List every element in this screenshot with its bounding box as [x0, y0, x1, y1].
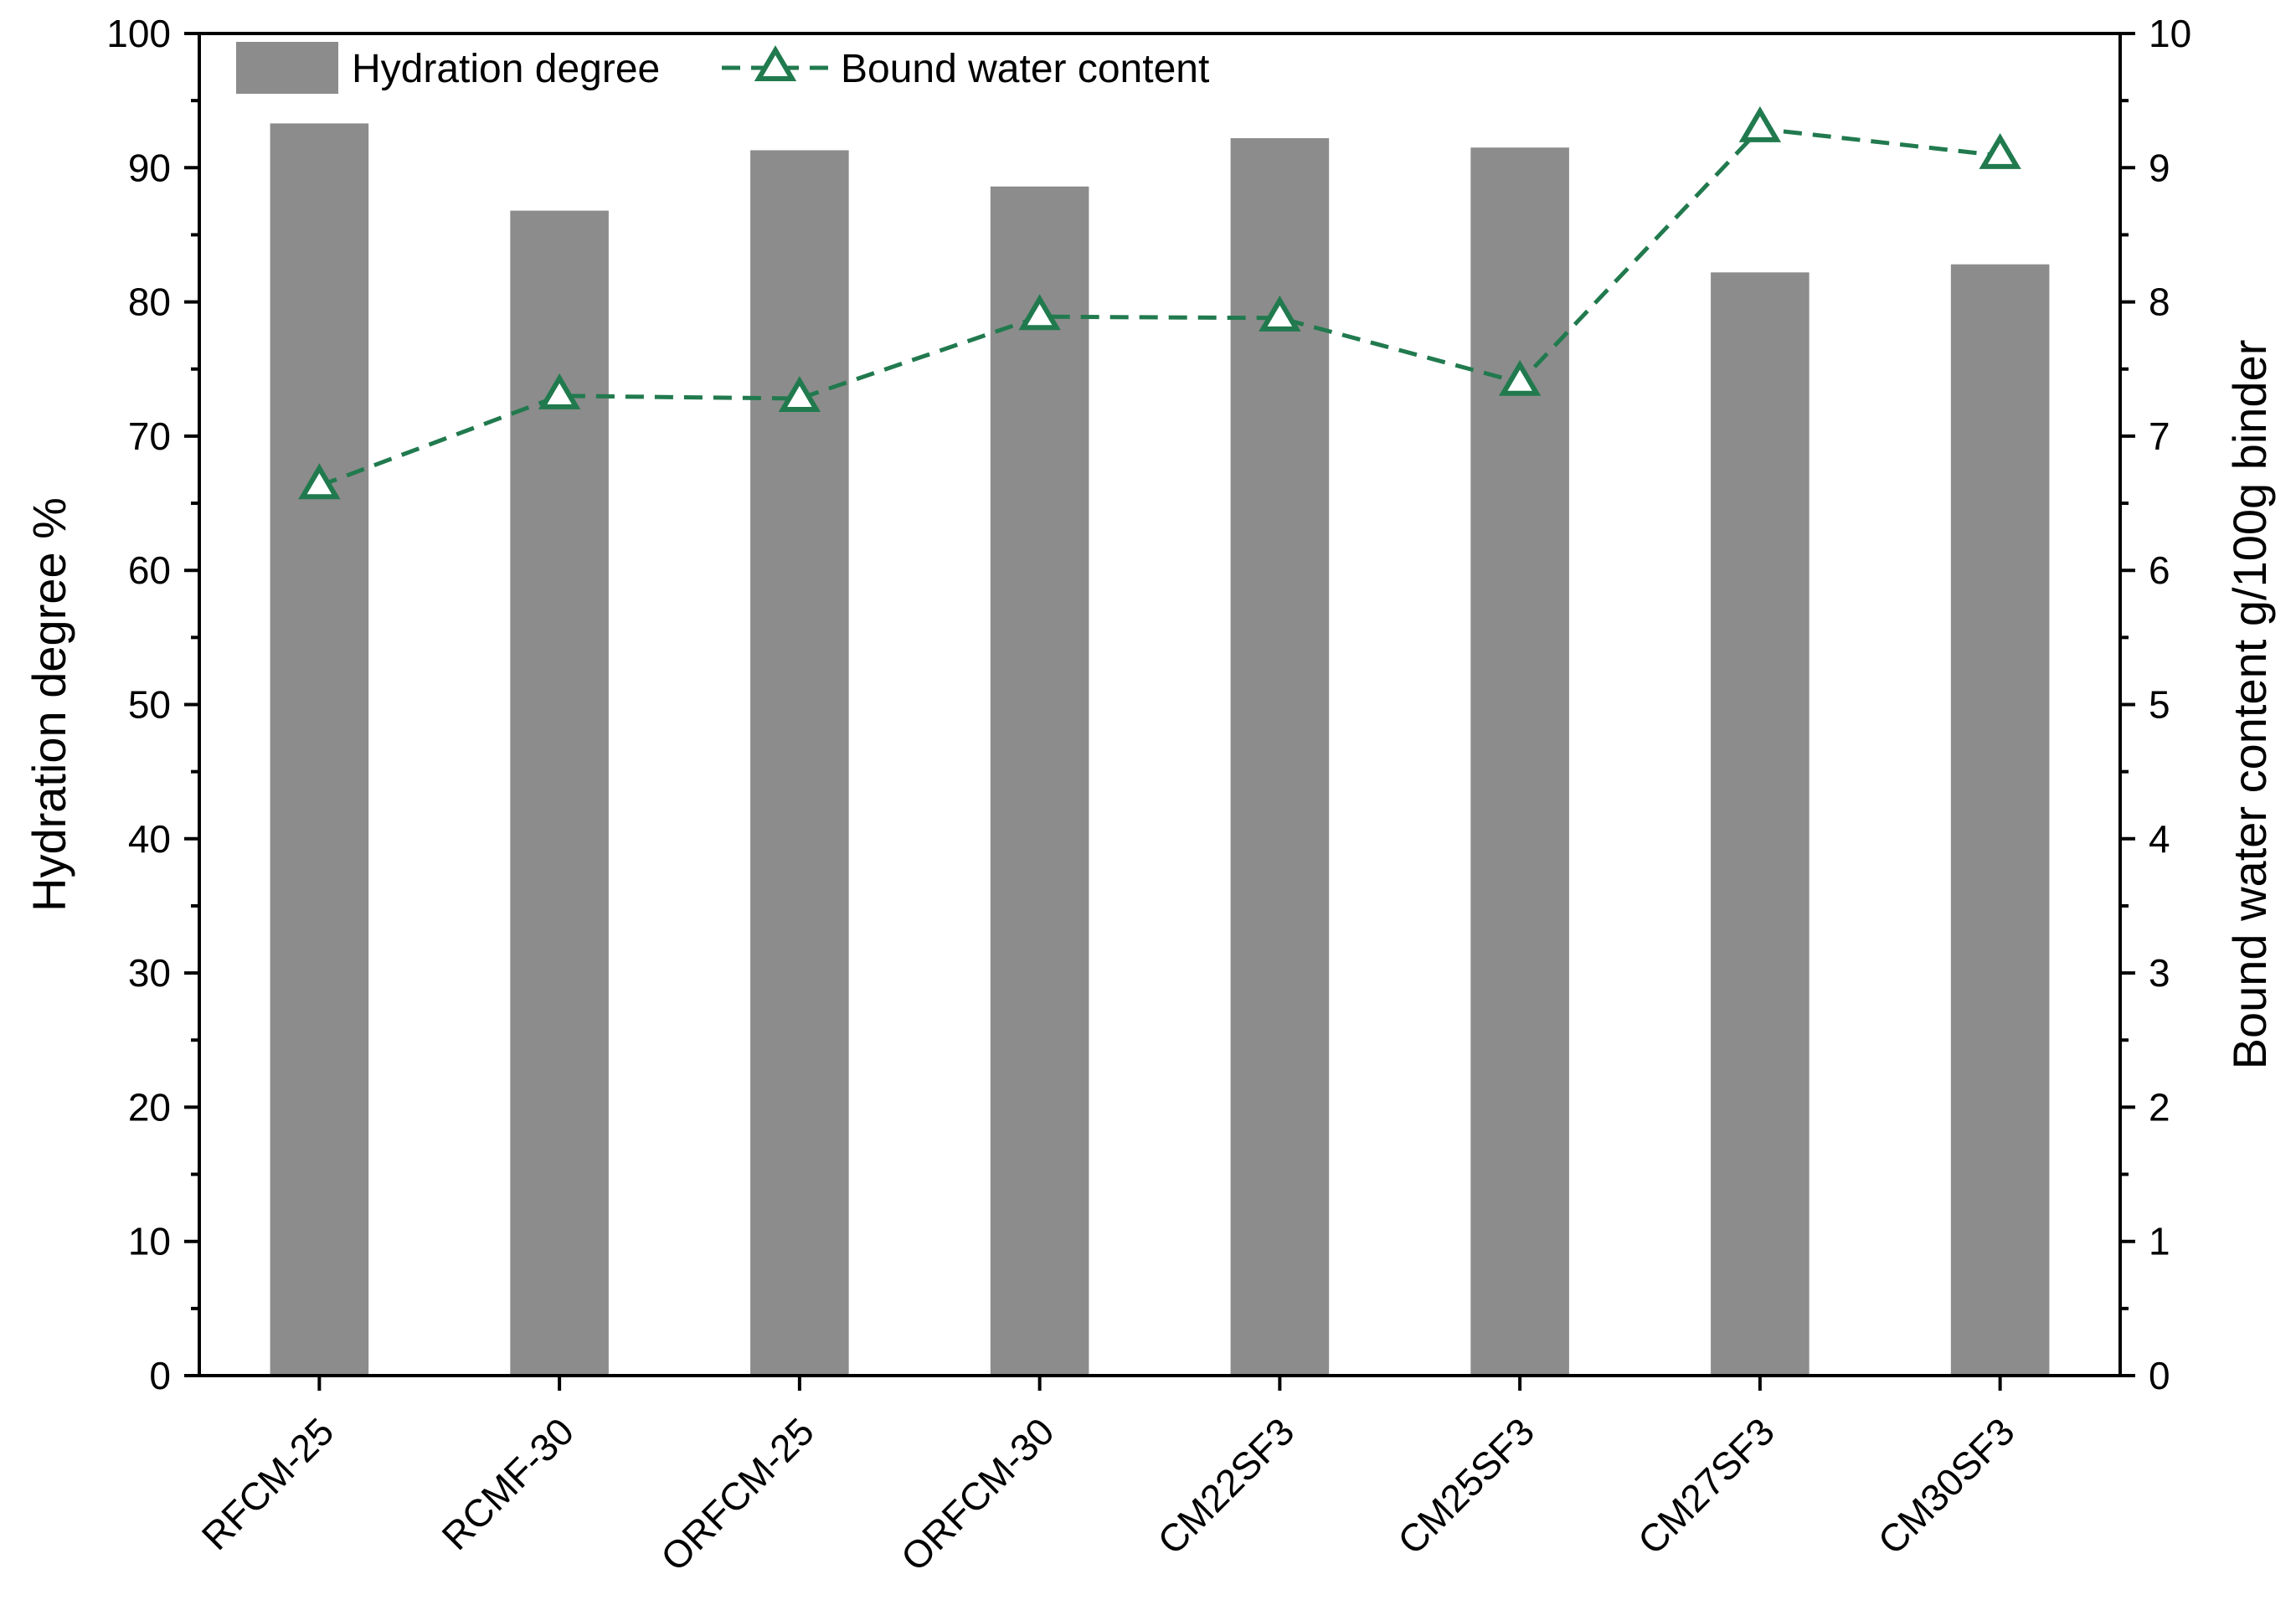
point-orfcm-25: [778, 376, 821, 413]
line-layer: [298, 105, 2021, 500]
bar-rfcm-25: [270, 123, 369, 1376]
y-tick-label: 50: [128, 683, 171, 727]
y2-tick-label: 9: [2149, 146, 2170, 189]
point-rcmf-30: [538, 373, 581, 409]
point-cm30sf3: [1979, 132, 2021, 169]
bar-cm25sf3: [1470, 147, 1569, 1376]
legend-swatch-hydration-degree: [236, 42, 338, 94]
x-tick-label-orfcm-30: ORFCM-30: [893, 1409, 1063, 1579]
bar-orfcm-30: [990, 186, 1089, 1376]
y-tick-label: 80: [128, 280, 171, 324]
y-tick-label: 70: [128, 414, 171, 458]
y-tick-label: 90: [128, 146, 171, 189]
point-cm27sf3: [1738, 105, 1782, 142]
line-bound-water-content: [318, 126, 2000, 488]
x-labels-layer: RFCM-25 RCMF-30 ORFCM-25 ORFCM-30 CM22SF3 CM2…: [193, 1409, 2023, 1579]
x-tick-label-cm30sf3: CM30SF3: [1870, 1409, 2023, 1562]
y2-tick-label: 2: [2149, 1085, 2170, 1129]
x-tick-label-rfcm-25: RFCM-25: [193, 1409, 342, 1558]
y2-tick-label: 6: [2149, 548, 2170, 592]
y2-axis-title: Bound water content g/100g binder: [2223, 340, 2276, 1070]
y2-tick-label: 4: [2149, 817, 2170, 861]
y2-tick-label: 0: [2149, 1354, 2170, 1397]
legend-label-hydration-degree: Hydration degree: [352, 47, 660, 91]
y2-tick-label: 1: [2149, 1220, 2170, 1263]
bar-orfcm-25: [750, 150, 849, 1376]
ticks-layer: [184, 32, 2135, 1391]
point-cm25sf3: [1498, 359, 1542, 396]
y2-tick-label: 7: [2149, 414, 2170, 458]
point-cm22sf3: [1259, 295, 1301, 332]
x-tick-label-cm25sf3: CM25SF3: [1389, 1409, 1542, 1562]
point-rfcm-25: [298, 463, 341, 500]
y-tick-label: 0: [149, 1354, 171, 1397]
y-tick-label: 40: [128, 817, 171, 861]
y2-tick-label: 5: [2149, 683, 2170, 727]
tick-labels-layer: 0 0 10 1 20 2 30 3 40 4 50 5 60 6 70 7 80 8 90 9 100 10: [106, 12, 2191, 1397]
bar-cm30sf3: [1950, 264, 2050, 1376]
bar-cm22sf3: [1230, 138, 1330, 1376]
y-tick-label: 60: [128, 548, 171, 592]
y-tick-label: 30: [128, 951, 171, 995]
legend-marker-bound-water-content: [754, 45, 797, 82]
x-tick-label-orfcm-25: ORFCM-25: [652, 1409, 822, 1579]
bars-layer: [270, 123, 2050, 1376]
x-tick-label-cm22sf3: CM22SF3: [1149, 1409, 1302, 1562]
x-tick-label-rcmf-30: RCMF-30: [433, 1409, 582, 1558]
legend-label-bound-water-content: Bound water content: [841, 47, 1209, 91]
y2-tick-label: 3: [2149, 951, 2170, 995]
y2-tick-label: 8: [2149, 280, 2170, 324]
y-tick-label: 20: [128, 1085, 171, 1129]
plot-frame: [198, 32, 2122, 1377]
x-tick-label-cm27sf3: CM27SF3: [1629, 1409, 1783, 1562]
y-tick-label: 100: [106, 12, 171, 55]
y-axis-title: Hydration degree %: [23, 497, 75, 912]
y-tick-label: 10: [128, 1220, 171, 1263]
point-orfcm-30: [1018, 294, 1061, 331]
y2-tick-label: 10: [2149, 12, 2191, 55]
legend: Hydration degree Bound water content: [236, 42, 1209, 94]
bar-cm27sf3: [1711, 272, 1810, 1376]
